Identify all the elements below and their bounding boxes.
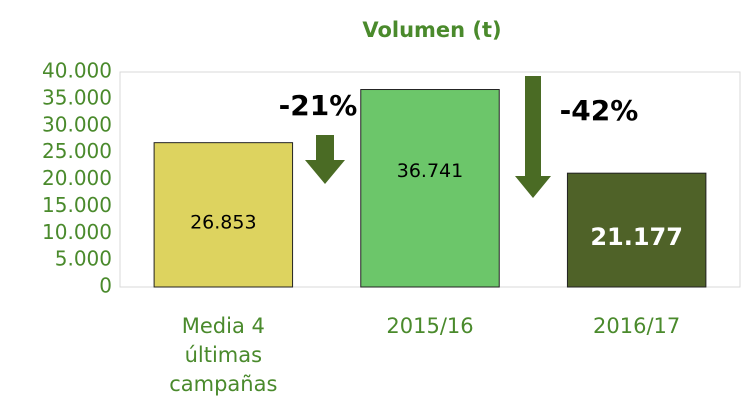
x-tick-label: 2015/16 [386,314,474,338]
y-tick-label: 20.000 [42,166,112,190]
y-tick-label: 25.000 [42,139,112,163]
value-label: 36.741 [397,160,463,182]
bar [153,142,294,288]
value-label: 26.853 [190,211,256,233]
x-tick-label: Media 4 últimas campañas [169,314,278,396]
y-tick-label: 10.000 [42,220,112,244]
arrow [515,76,551,198]
y-tick-label: 40.000 [42,59,112,83]
annotation: -42% [560,94,639,127]
y-tick-label: 5.000 [55,247,112,271]
y-tick-label: 30.000 [42,112,112,136]
annotation: -21% [279,89,358,122]
bar [566,172,707,288]
value-label: 21.177 [590,223,683,251]
chart-title: Volumen (t) [362,18,501,42]
bar [360,89,500,288]
arrow [305,135,345,184]
y-tick-label: 35.000 [42,85,112,109]
y-tick-label: 0 [99,274,112,298]
y-tick-label: 15.000 [42,193,112,217]
x-tick-label: 2016/17 [593,314,681,338]
